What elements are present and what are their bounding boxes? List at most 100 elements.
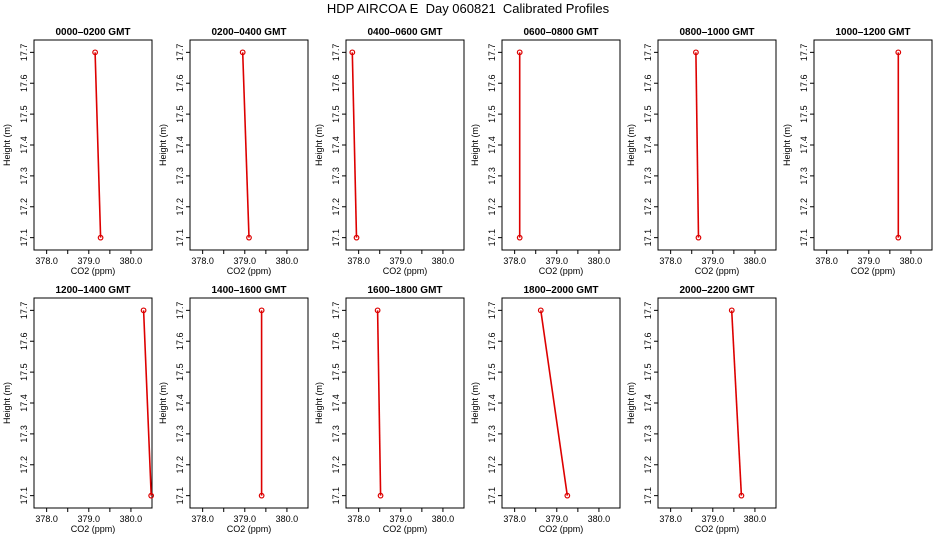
panel-title: 0200–0400 GMT [211,27,286,38]
figure-title: HDP AIRCOA E Day 060821 Calibrated Profi… [326,1,610,16]
x-tick-label: 379.0 [546,514,569,524]
panel-2: 0400–0600 GMT 378.0 379.0 380.0 CO2 (ppm) 17.… [314,27,465,276]
panel-title: 1400–1600 GMT [211,285,286,296]
y-axis-label: Height (m) [626,382,636,424]
y-tick-label: 17.5 [487,363,497,381]
profile-line [695,52,700,238]
y-tick-label: 17.7 [487,302,497,320]
x-tick-label: 379.0 [234,514,257,524]
plot-frame [657,39,777,251]
x-axis-label: CO2 (ppm) [539,266,584,276]
profile-line [376,310,382,496]
y-tick-label: 17.2 [19,198,29,216]
y-axis-label: Height (m) [314,382,324,424]
y-tick-label: 17.3 [331,167,341,185]
profile-line [540,310,569,496]
y-tick-label: 17.6 [643,332,653,350]
y-axis-label: Height (m) [470,382,480,424]
y-tick-label: 17.3 [19,425,29,443]
y-tick-label: 17.3 [175,167,185,185]
x-tick-label: 378.0 [347,514,370,524]
panel-7: 1400–1600 GMT 378.0 379.0 380.0 CO2 (ppm) 17.… [158,285,309,534]
x-tick-label: 378.0 [35,256,58,266]
x-tick-label: 380.0 [588,256,611,266]
y-tick-label: 17.1 [331,229,341,247]
data-point [564,492,571,499]
x-tick-label: 378.0 [659,514,682,524]
y-tick-label: 17.3 [643,425,653,443]
x-tick-label: 380.0 [276,256,299,266]
y-tick-label: 17.1 [487,229,497,247]
y-tick-label: 17.7 [19,302,29,320]
x-axis-label: CO2 (ppm) [695,266,740,276]
x-tick-label: 379.0 [234,256,257,266]
profile-line [241,52,250,238]
x-tick-label: 378.0 [815,256,838,266]
x-axis-label: CO2 (ppm) [851,266,896,276]
y-tick-label: 17.7 [331,302,341,320]
y-tick-label: 17.5 [19,363,29,381]
panel-9: 1800–2000 GMT 378.0 379.0 380.0 CO2 (ppm) 17.… [470,285,621,534]
data-point [140,307,147,314]
plot-frame [189,297,309,509]
x-tick-label: 380.0 [900,256,923,266]
panel-title: 0600–0800 GMT [523,27,598,38]
y-tick-label: 17.6 [799,74,809,92]
y-tick-label: 17.5 [331,363,341,381]
y-tick-label: 17.6 [175,74,185,92]
y-tick-label: 17.2 [19,456,29,474]
y-tick-label: 17.3 [487,425,497,443]
y-tick-label: 17.6 [487,74,497,92]
panel-0: 0000–0200 GMT 378.0 379.0 380.0 CO2 (ppm) 17.… [2,27,153,276]
y-tick-label: 17.3 [19,167,29,185]
y-tick-label: 17.4 [643,394,653,412]
y-tick-label: 17.6 [175,332,185,350]
panel-title: 1800–2000 GMT [523,285,598,296]
data-point [728,307,735,314]
plot-frame [33,39,153,251]
x-tick-label: 378.0 [503,514,526,524]
panel-5: 1000–1200 GMT 378.0 379.0 380.0 CO2 (ppm) 17.… [782,27,933,276]
x-tick-label: 380.0 [432,256,455,266]
y-tick-label: 17.3 [799,167,809,185]
plot-frame [345,297,465,509]
x-tick-label: 380.0 [432,514,455,524]
panel-3: 0600–0800 GMT 378.0 379.0 380.0 CO2 (ppm) 17.… [470,27,621,276]
y-tick-label: 17.2 [175,456,185,474]
x-axis-label: CO2 (ppm) [539,524,584,534]
panel-10: 2000–2200 GMT 378.0 379.0 380.0 CO2 (ppm) 17.… [626,285,777,534]
x-tick-label: 379.0 [78,514,101,524]
y-tick-label: 17.1 [175,487,185,505]
x-axis-label: CO2 (ppm) [71,524,116,534]
y-tick-label: 17.1 [19,487,29,505]
y-tick-label: 17.3 [487,167,497,185]
data-point [97,234,104,241]
y-tick-label: 17.7 [19,44,29,62]
data-point [738,492,745,499]
plot-frame [33,297,153,509]
data-point [239,49,246,56]
x-tick-label: 380.0 [276,514,299,524]
y-tick-label: 17.6 [331,332,341,350]
panel-6: 1200–1400 GMT 378.0 379.0 380.0 CO2 (ppm) 17.… [2,285,155,534]
y-axis-label: Height (m) [626,124,636,166]
plot-frame [813,39,933,251]
data-point [349,49,356,56]
y-tick-label: 17.3 [331,425,341,443]
x-axis-label: CO2 (ppm) [227,524,272,534]
y-tick-label: 17.5 [19,105,29,123]
panel-title: 1000–1200 GMT [835,27,910,38]
x-tick-label: 379.0 [702,256,725,266]
y-tick-label: 17.4 [487,394,497,412]
panel-title: 2000–2200 GMT [679,285,754,296]
y-tick-label: 17.2 [643,456,653,474]
data-point [353,234,360,241]
x-tick-label: 379.0 [78,256,101,266]
y-tick-label: 17.4 [799,136,809,154]
x-tick-label: 379.0 [702,514,725,524]
panel-1: 0200–0400 GMT 378.0 379.0 380.0 CO2 (ppm) 17.… [158,27,309,276]
y-tick-label: 17.5 [175,363,185,381]
y-tick-label: 17.2 [643,198,653,216]
